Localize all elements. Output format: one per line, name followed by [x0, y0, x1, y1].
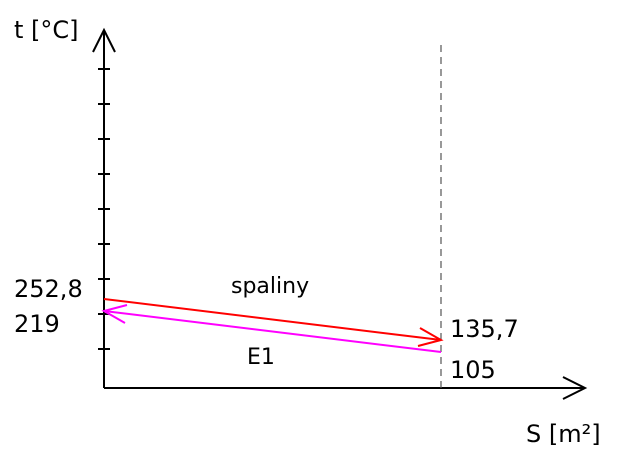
y-axis-arrowhead [92, 27, 116, 53]
hot-stream-arrowhead [417, 327, 444, 347]
hot-stream-inlet-temp: 252,8 [14, 275, 83, 303]
hot-stream-outlet-temp: 135,7 [450, 315, 519, 343]
x-axis-arrowhead [562, 376, 588, 400]
x-axis-label: S [m²] [526, 420, 601, 448]
hot-stream-line [103, 298, 442, 341]
y-axis-label: t [°C] [14, 16, 79, 44]
cold-stream-line [103, 310, 442, 353]
cold-stream-outlet-temp: 219 [14, 310, 60, 338]
y-axis-ticks [98, 68, 110, 350]
cold-stream-inlet-temp: 105 [450, 356, 496, 384]
cold-stream-name: E1 [247, 345, 275, 370]
cold-stream-arrowhead [101, 304, 128, 324]
hot-stream-name: spaliny [231, 274, 309, 299]
